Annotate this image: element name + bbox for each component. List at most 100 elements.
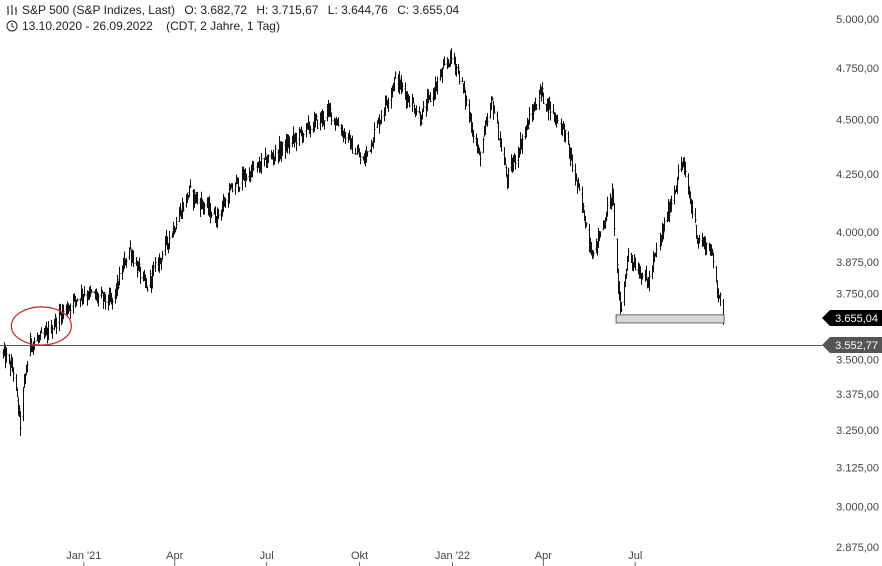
ohlc-bar [281,141,284,156]
x-tick-label: Jul [260,550,274,562]
ohlc-bar [556,114,559,124]
ohlc-bar [238,186,241,192]
ohlc-bar [252,161,255,171]
high-value: H: 3.715,67 [256,3,319,17]
ohlc-bar [182,202,185,212]
ohlc-bar [673,185,676,205]
ohlc-bar [393,77,396,92]
ohlc-bar [110,292,113,305]
ohlc-bar [116,274,119,297]
ohlc-bar [641,272,644,280]
ohlc-bar [394,71,397,79]
ohlc-bar [497,121,500,141]
ohlc-bar [418,106,421,114]
ohlc-bar [359,152,362,165]
ohlc-bar [125,258,128,268]
low-value: L: 3.644,76 [327,3,388,17]
ohlc-bar [323,120,326,130]
ohlc-bar [19,411,22,436]
ohlc-bar [330,112,333,126]
ohlc-bars-icon[interactable] [6,4,18,16]
ohlc-bar [315,113,318,121]
ohlc-bar [175,217,178,229]
ohlc-bar [217,209,220,220]
ohlc-bar [609,193,612,209]
y-tick-label: 4.500,00 [836,115,879,127]
ohlc-bar [507,167,510,189]
ohlc-bar [224,197,227,208]
ohlc-bar [286,133,289,154]
ohlc-bar [535,103,538,110]
support-zone[interactable] [615,314,725,324]
ohlc-bar [387,97,390,112]
ohlc-bar [174,228,177,233]
ohlc-bar [152,261,155,277]
ohlc-bar [422,100,425,113]
ohlc-bar [154,256,157,272]
ohlc-bar [55,317,58,334]
ohlc-bar [585,222,588,227]
ohlc-bar [645,265,648,281]
ohlc-bar [33,337,36,351]
ohlc-bar [203,202,206,215]
y-tick-label: 3.500,00 [836,354,879,366]
ohlc-bar [479,151,482,167]
ohlc-bar [408,95,411,108]
ohlc-bar [9,360,12,377]
highlight-ellipse[interactable] [10,306,72,346]
ohlc-bar [514,154,517,170]
last-price-tag: 3.655,04 [822,309,882,326]
ohlc-bar [47,320,50,341]
ohlc-bar [436,76,439,95]
ohlc-bar [344,131,347,145]
date-range: 13.10.2020 - 26.09.2022 [22,19,153,33]
ohlc-bar [69,303,72,319]
ohlc-bar [76,298,79,302]
ohlc-bar [447,58,450,68]
ohlc-bar [160,258,163,270]
ohlc-bar [349,135,352,151]
x-tick-label: Apr [166,550,183,562]
ohlc-bar [554,112,557,125]
ohlc-bar [662,223,665,240]
ohlc-bar [613,203,616,236]
ohlc-bar [611,183,614,207]
ohlc-bar [12,367,15,382]
ohlc-bar [493,105,496,114]
ohlc-bar [179,203,182,217]
ohlc-bar [249,171,252,183]
ohlc-bars [2,48,725,436]
ohlc-bar [571,154,574,173]
y-tick-label: 3.000,00 [836,501,879,513]
ohlc-bar [582,202,585,214]
ohlc-bar [193,189,196,208]
ohlc-bar [161,250,164,260]
ohlc-bar [606,196,609,217]
ohlc-bar [245,173,248,181]
ohlc-bar [694,208,697,224]
ohlc-bar [316,119,319,130]
open-value: O: 3.682,72 [184,3,248,17]
ohlc-bar [412,97,415,104]
ohlc-bar [429,92,432,103]
ohlc-bar [267,154,270,164]
ohlc-bar [149,269,152,289]
chart-settings: (CDT, 2 Jahre, 1 Tag) [166,19,280,33]
ohlc-bar [40,327,43,334]
ohlc-bar [420,114,423,126]
ohlc-bar [496,111,499,124]
ohlc-bar [309,125,312,138]
ohlc-bar [538,89,541,110]
ohlc-bar [441,67,444,84]
ohlc-bar [486,113,489,127]
ohlc-bar [567,131,570,145]
chart-subheader: 13.10.2020 - 26.09.2022 (CDT, 2 Jahre, 1… [6,19,286,33]
ohlc-bar [504,157,507,166]
ohlc-bar [491,96,494,101]
ohlc-bar [118,266,121,286]
ohlc-bar [472,129,475,143]
ohlc-bar [592,250,595,258]
y-tick-label: 3.250,00 [836,425,879,437]
ohlc-bar [295,132,298,152]
